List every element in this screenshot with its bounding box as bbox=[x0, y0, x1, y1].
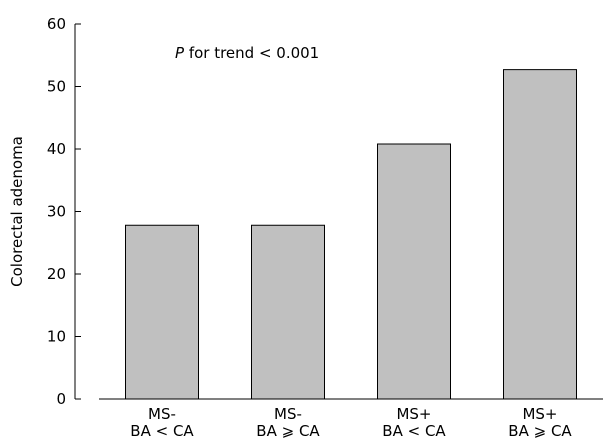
annotation-text: for trend < 0.001 bbox=[184, 44, 319, 62]
bar bbox=[503, 69, 577, 400]
y-tick-label: 20 bbox=[47, 265, 66, 283]
x-tick-label: BA < CA bbox=[382, 422, 446, 440]
x-tick-label: BA < CA bbox=[130, 422, 194, 440]
y-tick-label: 0 bbox=[56, 390, 66, 408]
x-tick-label: MS- bbox=[148, 405, 176, 423]
bar bbox=[125, 224, 199, 400]
bar bbox=[251, 224, 325, 400]
bars bbox=[125, 69, 577, 400]
x-tick-label: MS+ bbox=[396, 405, 431, 423]
y-tick-label: 40 bbox=[47, 140, 66, 158]
x-tick-label: MS+ bbox=[522, 405, 557, 423]
x-tick-label: MS- bbox=[274, 405, 302, 423]
x-tick-label: BA ⩾ CA bbox=[508, 422, 572, 440]
y-axis-label: Colorectal adenoma bbox=[8, 136, 26, 287]
y-tick-label: 30 bbox=[47, 203, 66, 221]
x-tick-label: BA ⩾ CA bbox=[256, 422, 320, 440]
y-tick-label: 50 bbox=[47, 78, 66, 96]
y-tick-label: 10 bbox=[47, 328, 66, 346]
bar bbox=[377, 143, 451, 400]
y-ticks: 0 10 20 30 40 50 60 bbox=[47, 15, 81, 408]
trend-annotation: P for trend < 0.001 bbox=[175, 44, 319, 62]
annotation-p: P bbox=[175, 44, 185, 62]
y-tick-label: 60 bbox=[47, 15, 66, 33]
